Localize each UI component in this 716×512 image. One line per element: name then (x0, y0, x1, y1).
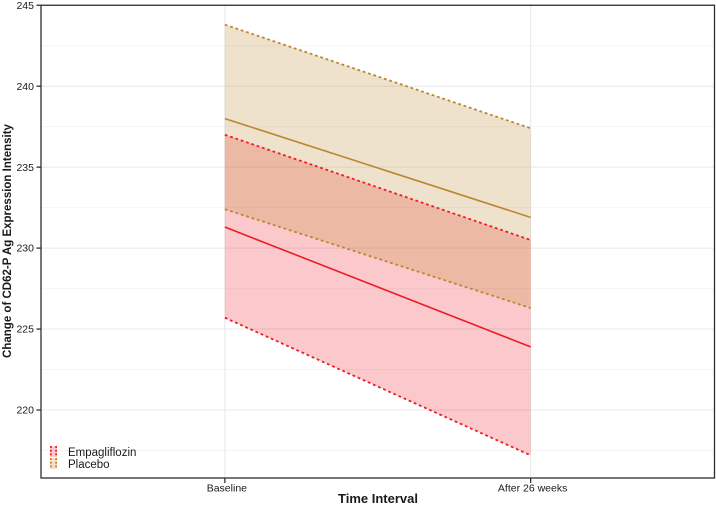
y-tick-label: 220 (16, 405, 34, 417)
ci-high-line-placebo (224, 23, 531, 130)
ci-high-line-empagliflozin (224, 133, 531, 241)
y-tick-label: 240 (16, 81, 34, 93)
x-axis-title: Time Interval (338, 491, 418, 506)
y-tick-label: 245 (16, 0, 34, 12)
y-tick-label: 230 (16, 243, 34, 255)
y-tick-label: 235 (16, 162, 34, 174)
mean-line-placebo (224, 117, 531, 219)
legend-item-placebo: Placebo (50, 458, 110, 471)
x-tick-label: After 26 weeks (498, 483, 567, 495)
legend-item-empagliflozin: Empagliflozin (50, 446, 136, 459)
x-tick-label: Baseline (207, 483, 247, 495)
ci-ribbon-empagliflozin (224, 134, 531, 456)
placebo-ribbon-key-icon (50, 458, 57, 469)
empagliflozin-ribbon-key-icon (50, 446, 57, 457)
legend-label-empagliflozin: Empagliflozin (68, 447, 136, 459)
y-axis-title: Change of CD62-P Ag Expression Intensity (2, 123, 14, 357)
legend: Empagliflozin Placebo (50, 446, 136, 471)
mean-line-empagliflozin (224, 226, 531, 348)
legend-label-placebo: Placebo (68, 459, 110, 471)
y-tick-label: 225 (16, 324, 34, 336)
plot-panel: 220 225 230 235 240 245 Baseline After 26 weeks (16, 0, 716, 495)
ci-ribbon-placebo (224, 24, 531, 309)
panel-border (40, 4, 716, 479)
